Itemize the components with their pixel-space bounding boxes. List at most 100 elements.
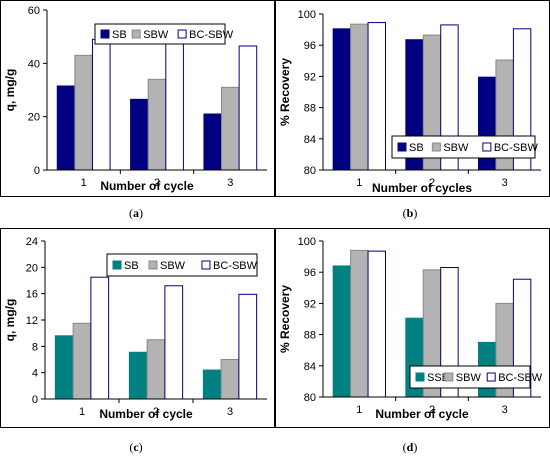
legend-swatch-bc-sbw bbox=[482, 142, 492, 152]
bar-bc-sbw-cycle-1 bbox=[90, 276, 110, 400]
chart-b-svg: 80 84 88 92 96 100 1 2 3 Number of cycles % Recove… bbox=[275, 0, 550, 197]
y-tick-label: 100 bbox=[298, 9, 316, 21]
chart-panel-d: 80 84 88 92 96 100 1 2 3 Number of cycle % Recover… bbox=[275, 228, 550, 428]
x-axis-title: Number of cycle bbox=[375, 407, 469, 421]
y-tick-label: 80 bbox=[304, 392, 316, 404]
y-tick-label: 20 bbox=[28, 112, 40, 124]
legend-label-sbw: SBW bbox=[160, 260, 186, 272]
chart-c-frame bbox=[0, 228, 275, 428]
y-tick-label: 96 bbox=[304, 267, 316, 279]
chart-panel-a: 0 20 40 60 1 2 3 Number of cycle q, mg/g SB SBW BC-… bbox=[0, 0, 275, 197]
y-tick-label: 12 bbox=[26, 315, 38, 327]
legend-swatch-sbw bbox=[444, 372, 454, 382]
legend-label-bc-sbw: BC-SBW bbox=[213, 260, 258, 272]
bar-bc-sbw-cycle-3 bbox=[238, 45, 258, 171]
y-tick-label: 0 bbox=[34, 165, 40, 177]
bar-sbw-cycle-1 bbox=[74, 54, 93, 171]
y-tick-label: 88 bbox=[304, 103, 316, 115]
legend-label-ssb: SSB bbox=[427, 372, 449, 384]
caption-a: (a) bbox=[129, 206, 143, 220]
bar-sb-cycle-1 bbox=[332, 28, 352, 171]
chart-a-svg: 0 20 40 60 1 2 3 Number of cycle q, mg/g SB SBW BC-… bbox=[0, 0, 275, 197]
x-tick-label: 2 bbox=[429, 404, 435, 416]
legend-box bbox=[106, 253, 258, 277]
x-axis-title: Number of cycle bbox=[99, 407, 193, 421]
bar-bc-sbw-cycle-1 bbox=[367, 250, 386, 398]
legend-swatch-sb bbox=[100, 29, 110, 39]
legend-label-bc-sbw: BC-SBW bbox=[494, 142, 539, 154]
y-axis-title: q, mg/g bbox=[3, 69, 17, 112]
x-tick-label: 1 bbox=[356, 177, 362, 189]
legend-label-sb: SB bbox=[112, 29, 127, 41]
legend-swatch-bc-sbw bbox=[486, 372, 496, 382]
legend-label-sbw: SBW bbox=[456, 372, 482, 384]
legend-swatch-bc-sbw bbox=[201, 260, 211, 270]
bar-sb-cycle-3 bbox=[203, 113, 223, 171]
caption-c: (c) bbox=[129, 440, 143, 454]
y-tick-label: 92 bbox=[304, 298, 316, 310]
y-tick-label: 60 bbox=[28, 5, 40, 17]
y-tick-label: 4 bbox=[32, 368, 38, 380]
legend-label-bc-sbw: BC-SBW bbox=[498, 372, 543, 384]
y-tick-label: 84 bbox=[304, 361, 316, 373]
legend-label-sb: SB bbox=[124, 260, 139, 272]
bar-sb-cycle-2 bbox=[130, 98, 149, 171]
x-tick-label: 3 bbox=[227, 406, 233, 418]
bar-bc-sbw-cycle-1 bbox=[91, 38, 111, 171]
chart-a-frame bbox=[0, 0, 275, 197]
legend-swatch-sbw bbox=[148, 260, 158, 270]
bar-sbw-cycle-3 bbox=[220, 359, 240, 400]
bar-sbw-cycle-1 bbox=[350, 249, 369, 398]
bar-ssb-cycle-1 bbox=[332, 265, 352, 398]
y-tick-label: 92 bbox=[304, 71, 316, 83]
x-axis-title: Number of cycles bbox=[372, 181, 472, 195]
bar-bc-sbw-cycle-3 bbox=[238, 293, 258, 400]
legend-label-sb: SB bbox=[409, 142, 424, 154]
legend-label-sbw: SBW bbox=[443, 142, 469, 154]
x-tick-label: 2 bbox=[429, 177, 435, 189]
x-tick-label: 1 bbox=[79, 406, 85, 418]
y-axis-title: % Recovery bbox=[278, 58, 292, 126]
legend-box bbox=[94, 23, 226, 45]
legend-label-bc-sbw: BC-SBW bbox=[189, 29, 234, 41]
legend-box bbox=[409, 365, 531, 389]
bar-sb-cycle-1 bbox=[54, 335, 74, 400]
legend-swatch-sb bbox=[112, 260, 122, 270]
caption-d: (d) bbox=[402, 440, 418, 454]
chart-d-svg: 80 84 88 92 96 100 1 2 3 Number of cycle % Recover… bbox=[275, 228, 550, 428]
y-tick-label: 88 bbox=[304, 330, 316, 342]
y-tick-label: 96 bbox=[304, 40, 316, 52]
bar-sb-cycle-2 bbox=[128, 351, 148, 400]
bar-bc-sbw-cycle-2 bbox=[165, 41, 184, 171]
y-tick-label: 8 bbox=[32, 341, 38, 353]
x-axis-title: Number of cycle bbox=[100, 179, 194, 193]
y-tick-label: 0 bbox=[32, 394, 38, 406]
bar-sbw-cycle-1 bbox=[350, 23, 369, 171]
y-tick-label: 100 bbox=[298, 236, 316, 248]
bar-sbw-cycle-3 bbox=[221, 86, 240, 171]
bar-sb-cycle-3 bbox=[202, 369, 222, 400]
x-tick-label: 3 bbox=[502, 177, 508, 189]
y-tick-label: 16 bbox=[26, 289, 38, 301]
y-tick-label: 84 bbox=[304, 134, 316, 146]
bar-bc-sbw-cycle-2 bbox=[164, 285, 184, 400]
y-tick-label: 20 bbox=[26, 262, 38, 274]
bar-sbw-cycle-1 bbox=[72, 322, 92, 400]
chart-panel-b: 80 84 88 92 96 100 1 2 3 Number of cycles % Recove… bbox=[275, 0, 550, 197]
bar-sbw-cycle-2 bbox=[147, 78, 167, 171]
legend-label-sbw: SBW bbox=[143, 29, 169, 41]
y-tick-label: 24 bbox=[26, 236, 38, 248]
x-tick-label: 2 bbox=[153, 406, 159, 418]
chart-panel-c: 0 4 8 12 16 20 24 1 2 3 Number of cycle q, mg/g SB SB… bbox=[0, 228, 275, 428]
x-tick-label: 2 bbox=[154, 177, 160, 189]
y-axis-title: % Recovery bbox=[278, 285, 292, 353]
bar-bc-sbw-cycle-1 bbox=[367, 22, 386, 171]
x-tick-label: 1 bbox=[356, 404, 362, 416]
legend-box bbox=[391, 135, 536, 159]
legend-swatch-ssb bbox=[415, 372, 425, 382]
y-tick-label: 80 bbox=[304, 165, 316, 177]
x-tick-label: 3 bbox=[502, 404, 508, 416]
y-axis-title: q, mg/g bbox=[3, 299, 17, 342]
x-tick-label: 3 bbox=[227, 177, 233, 189]
